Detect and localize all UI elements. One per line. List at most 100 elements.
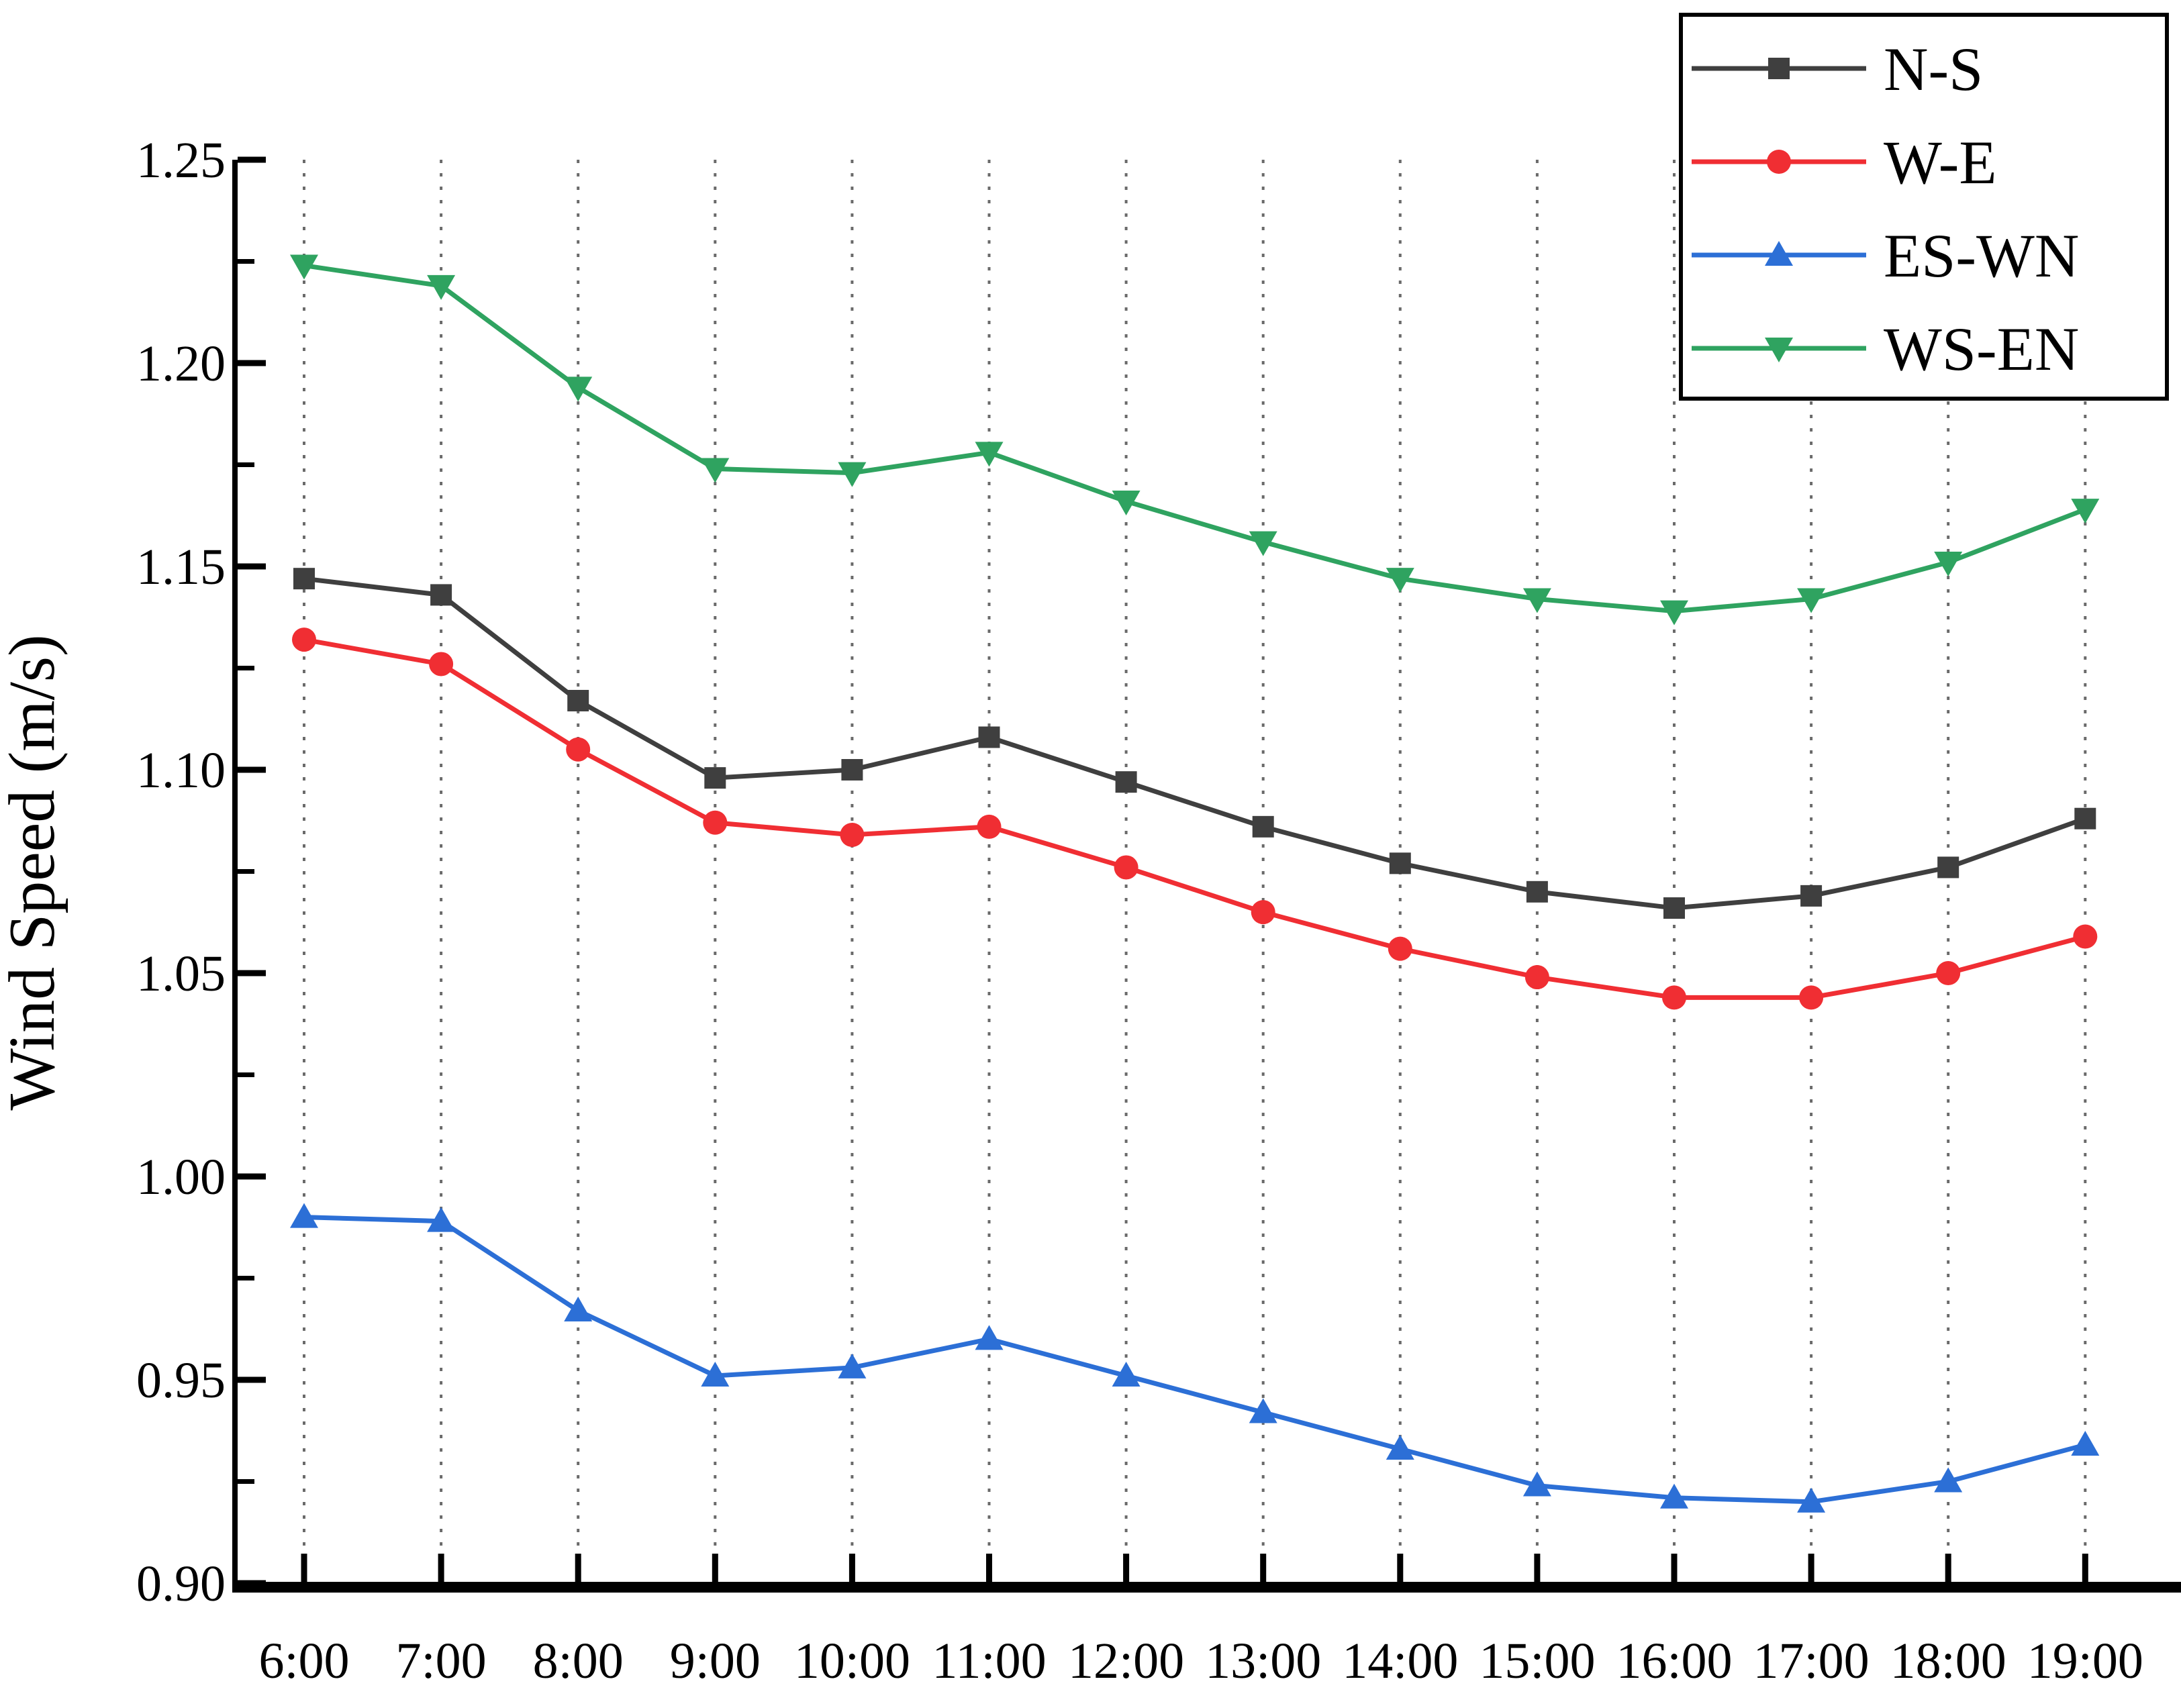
series-marker-ES-WN (1249, 1398, 1277, 1423)
y-major-tick (238, 1580, 266, 1587)
x-tick-label: 10:00 (794, 1633, 910, 1689)
series-marker-WS-EN (838, 462, 867, 487)
x-tick (438, 1554, 444, 1583)
series-marker-W-E (1662, 985, 1686, 1010)
series-marker-W-E (292, 627, 316, 652)
legend-label-N-S: N-S (1884, 35, 1983, 103)
x-tick (1808, 1554, 1814, 1583)
y-minor-tick (238, 869, 254, 874)
series-marker-W-E (429, 652, 454, 676)
legend-marker-W-E (1767, 150, 1791, 174)
x-tick (849, 1554, 855, 1583)
series-marker-N-S (704, 767, 726, 789)
y-minor-tick (238, 259, 254, 264)
series-marker-WS-EN (975, 442, 1004, 467)
x-tick (2082, 1554, 2088, 1583)
series-marker-WS-EN (1934, 551, 1963, 576)
series-marker-W-E (840, 822, 865, 847)
series-marker-W-E (1799, 985, 1824, 1010)
y-major-tick (238, 1173, 266, 1180)
x-axis-line (232, 1582, 2181, 1593)
series-marker-N-S (978, 726, 1000, 748)
x-tick (1945, 1554, 1951, 1583)
series-marker-ES-WN (427, 1207, 456, 1232)
x-tick-label: 17:00 (1753, 1633, 1870, 1689)
series-marker-N-S (1526, 881, 1548, 903)
legend-marker-N-S (1768, 58, 1790, 79)
y-major-tick (238, 563, 266, 570)
series-marker-ES-WN (1522, 1471, 1551, 1497)
series-marker-WS-EN (2071, 499, 2100, 524)
y-minor-tick (238, 1276, 254, 1280)
series-marker-W-E (1388, 936, 1412, 961)
series-marker-N-S (841, 759, 863, 781)
x-tick (712, 1554, 718, 1583)
x-tick-label: 12:00 (1068, 1633, 1184, 1689)
series-marker-W-E (2073, 924, 2098, 949)
y-minor-tick (238, 462, 254, 467)
y-minor-tick (238, 1072, 254, 1077)
series-line-N-S (303, 576, 2086, 911)
y-tick-label: 1.05 (136, 946, 226, 1002)
x-tick (1534, 1554, 1541, 1583)
x-tick-label: 16:00 (1616, 1633, 1732, 1689)
series-marker-ES-WN (1112, 1361, 1141, 1387)
y-tick-label: 0.95 (136, 1352, 226, 1409)
y-tick-label: 1.25 (136, 132, 226, 189)
y-major-tick (238, 156, 266, 163)
y-major-tick (238, 970, 266, 976)
series-marker-ES-WN (1934, 1467, 1963, 1493)
series-marker-W-E (703, 810, 728, 835)
x-tick-label: 9:00 (670, 1633, 761, 1689)
series-marker-ES-WN (1660, 1483, 1688, 1509)
series-marker-N-S (1937, 856, 1959, 878)
series-marker-ES-WN (2071, 1430, 2100, 1456)
x-tick-label: 8:00 (533, 1633, 624, 1689)
series-marker-ES-WN (1797, 1487, 1826, 1513)
x-tick-label: 13:00 (1205, 1633, 1321, 1689)
series-marker-WS-EN (1112, 491, 1141, 516)
series-marker-N-S (293, 568, 315, 590)
legend-marker-ES-WN (1765, 241, 1793, 266)
y-axis-line (232, 160, 238, 1593)
legend-box (1679, 13, 2169, 401)
y-tick-label: 1.20 (136, 336, 226, 392)
x-tick (301, 1554, 307, 1583)
x-tick-label: 14:00 (1342, 1633, 1458, 1689)
legend-label-ES-WN: ES-WN (1884, 221, 2079, 290)
series-marker-WS-EN (1249, 531, 1277, 556)
x-tick-label: 19:00 (2027, 1633, 2143, 1689)
series-marker-WS-EN (1386, 568, 1414, 593)
x-tick-label: 7:00 (396, 1633, 487, 1689)
series-marker-N-S (1800, 885, 1823, 907)
y-tick-label: 1.10 (136, 742, 226, 799)
series-marker-ES-WN (701, 1361, 730, 1387)
legend-label-WS-EN: WS-EN (1884, 315, 2079, 383)
x-tick (1397, 1554, 1404, 1583)
x-tick (1671, 1554, 1678, 1583)
series-marker-ES-WN (975, 1325, 1004, 1350)
y-minor-tick (238, 666, 254, 670)
series-marker-W-E (1114, 855, 1138, 880)
series-marker-W-E (566, 737, 591, 762)
x-tick-label: 11:00 (932, 1633, 1046, 1689)
series-marker-N-S (1252, 815, 1274, 838)
series-marker-N-S (1389, 852, 1411, 874)
x-tick (986, 1554, 992, 1583)
y-tick-label: 0.90 (136, 1556, 226, 1612)
series-marker-W-E (1251, 900, 1275, 925)
x-tick-label: 6:00 (258, 1633, 349, 1689)
y-tick-label: 1.00 (136, 1149, 226, 1205)
series-marker-N-S (1115, 771, 1137, 793)
series-marker-ES-WN (838, 1353, 867, 1378)
series-line-W-E (303, 637, 2086, 1000)
legend-marker-WS-EN (1765, 338, 1793, 362)
y-major-tick (238, 1376, 266, 1383)
x-tick-label: 18:00 (1890, 1633, 2006, 1689)
y-major-tick (238, 766, 266, 773)
series-marker-WS-EN (1522, 588, 1551, 613)
series-marker-W-E (977, 814, 1002, 839)
series-line-ES-WN (303, 1215, 2086, 1505)
